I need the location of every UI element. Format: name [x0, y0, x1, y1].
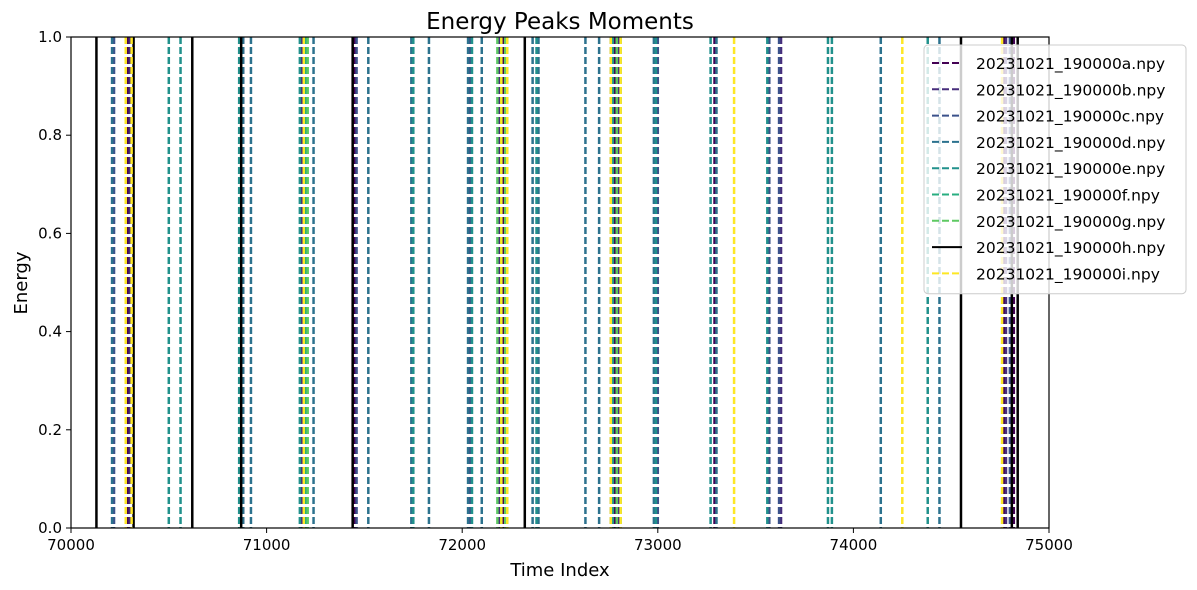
x-tick-label: 73000 — [634, 536, 682, 554]
y-tick-label: 0.4 — [38, 323, 62, 341]
legend-label: 20231021_190000h.npy — [976, 239, 1165, 258]
legend-item: 20231021_190000a.npy — [932, 55, 1165, 74]
x-axis-label: Time Index — [509, 560, 610, 581]
x-tick-label: 72000 — [438, 536, 486, 554]
legend: 20231021_190000a.npy 20231021_190000b.npy… — [923, 44, 1187, 295]
legend-item: 20231021_190000g.npy — [932, 213, 1165, 232]
plot-background — [71, 37, 1049, 528]
x-axis-ticks: 70000 71000 72000 73000 74000 75000 — [47, 528, 1073, 554]
chart-title: Energy Peaks Moments — [426, 9, 694, 35]
y-tick-label: 0.8 — [38, 126, 62, 144]
x-tick-label: 75000 — [1025, 536, 1073, 554]
legend-label: 20231021_190000e.npy — [976, 160, 1165, 179]
legend-item: 20231021_190000i.npy — [932, 265, 1160, 284]
y-axis-ticks: 0.0 0.2 0.4 0.6 0.8 1.0 — [38, 28, 71, 537]
legend-label: 20231021_190000i.npy — [976, 265, 1160, 284]
x-tick-label: 70000 — [47, 536, 95, 554]
x-tick-label: 71000 — [243, 536, 291, 554]
legend-item: 20231021_190000c.npy — [932, 108, 1164, 127]
legend-item: 20231021_190000h.npy — [932, 239, 1165, 258]
x-tick-label: 74000 — [830, 536, 878, 554]
legend-label: 20231021_190000f.npy — [976, 187, 1160, 206]
legend-label: 20231021_190000c.npy — [976, 108, 1164, 127]
legend-label: 20231021_190000b.npy — [976, 81, 1165, 100]
plot-area — [70, 36, 1050, 529]
legend-label: 20231021_190000a.npy — [976, 55, 1165, 74]
legend-item: 20231021_190000d.npy — [932, 134, 1165, 153]
y-tick-label: 0.2 — [38, 421, 62, 439]
legend-item: 20231021_190000f.npy — [932, 187, 1160, 206]
legend-item: 20231021_190000b.npy — [932, 81, 1165, 100]
legend-box — [923, 44, 1187, 295]
legend-item: 20231021_190000e.npy — [932, 160, 1165, 179]
y-axis-label: Energy — [11, 251, 32, 314]
y-tick-label: 0.0 — [38, 519, 62, 537]
y-tick-label: 0.6 — [38, 224, 62, 242]
series-7 — [306, 37, 618, 528]
legend-label: 20231021_190000d.npy — [976, 134, 1165, 153]
legend-label: 20231021_190000g.npy — [976, 213, 1165, 232]
y-tick-label: 1.0 — [38, 28, 62, 46]
